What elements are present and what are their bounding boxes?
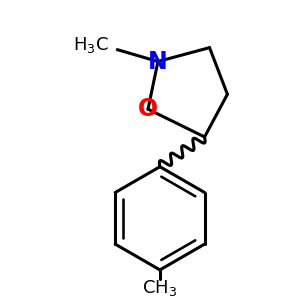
Text: O: O xyxy=(138,97,158,121)
Text: H$_3$C: H$_3$C xyxy=(73,35,108,55)
Text: CH$_3$: CH$_3$ xyxy=(142,278,178,298)
Text: N: N xyxy=(148,50,168,74)
